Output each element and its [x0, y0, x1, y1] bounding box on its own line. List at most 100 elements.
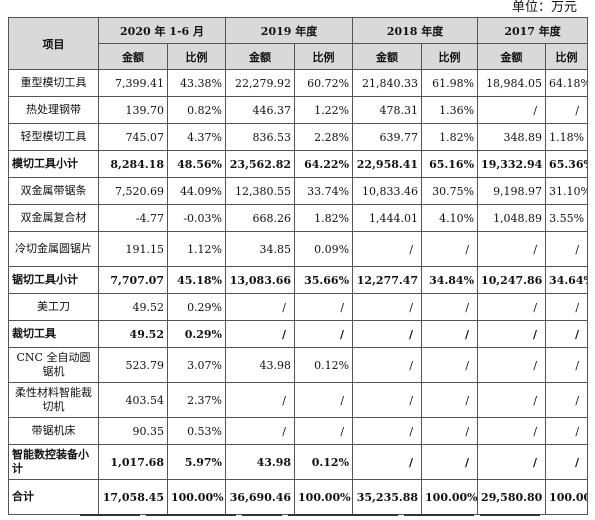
- ratio-cell: 65.16%: [421, 150, 479, 178]
- table-row-subtotal: 合计 17,058.45 100.00% 36,690.46 100.00% 35,235…: [8, 479, 589, 515]
- ratio-cell: /: [545, 231, 589, 267]
- ratio-cell: /: [545, 347, 589, 383]
- header-item: 项目: [8, 17, 99, 70]
- ratio-cell: 100.00%: [166, 479, 227, 515]
- ratio-cell: /: [421, 320, 479, 348]
- amount-cell: /: [352, 444, 423, 480]
- ratio-cell: 4.10%: [421, 204, 479, 232]
- amount-cell: 43.98: [225, 444, 296, 480]
- ratio-cell: /: [545, 382, 589, 418]
- header-amount: 金额: [98, 43, 168, 70]
- ratio-cell: /: [294, 293, 354, 321]
- amount-cell: 8,284.18: [98, 150, 168, 178]
- amount-cell: 745.07: [98, 123, 168, 151]
- ratio-cell: 0.82%: [166, 96, 227, 124]
- header-ratio: 比例: [166, 43, 227, 70]
- amount-cell: 639.77: [352, 123, 423, 151]
- cut-off-text-line: [80, 514, 560, 520]
- amount-cell: 191.15: [98, 231, 168, 267]
- ratio-cell: /: [421, 444, 479, 480]
- table-row: 冷切金属圆锯片 191.15 1.12% 34.85 0.09% / / / /: [8, 231, 589, 267]
- ratio-cell: 5.97%: [166, 444, 227, 480]
- row-name: 裁切工具: [8, 320, 99, 348]
- row-name: 智能数控装备小计: [8, 444, 99, 480]
- ratio-cell: 0.12%: [294, 347, 354, 383]
- ratio-cell: 100.00%: [545, 479, 589, 515]
- amount-cell: /: [225, 417, 296, 445]
- amount-cell: /: [477, 347, 547, 383]
- ratio-cell: 2.37%: [166, 382, 227, 418]
- amount-cell: /: [225, 320, 296, 348]
- amount-cell: 43.98: [225, 347, 296, 383]
- amount-cell: 1,048.89: [477, 204, 547, 232]
- ratio-cell: /: [421, 231, 479, 267]
- ratio-cell: 65.36%: [545, 150, 589, 178]
- amount-cell: 21,840.33: [352, 69, 423, 97]
- amount-cell: 1,444.01: [352, 204, 423, 232]
- amount-cell: 403.54: [98, 382, 168, 418]
- ratio-cell: 64.18%: [545, 69, 589, 97]
- table-row-subtotal: 模切工具小计 8,284.18 48.56% 23,562.82 64.22% 22,95…: [8, 150, 589, 178]
- table-row: 双金属复合材 -4.77 -0.03% 668.26 1.82% 1,444.01 4.10…: [8, 204, 589, 232]
- ratio-cell: /: [545, 444, 589, 480]
- table-row: 重型模切工具 7,399.41 43.38% 22,279.92 60.72% 21,84…: [8, 69, 589, 97]
- ratio-cell: /: [545, 96, 589, 124]
- ratio-cell: 100.00%: [421, 479, 479, 515]
- amount-cell: 49.52: [98, 293, 168, 321]
- ratio-cell: 34.64%: [545, 266, 589, 294]
- table-row: 带锯机床 90.35 0.53% / / / / / /: [8, 417, 589, 445]
- ratio-cell: 33.74%: [294, 177, 354, 205]
- amount-cell: 668.26: [225, 204, 296, 232]
- row-name: 美工刀: [8, 293, 99, 321]
- amount-cell: 13,083.66: [225, 266, 296, 294]
- amount-cell: 12,380.55: [225, 177, 296, 205]
- table-row-subtotal: 锯切工具小计 7,707.07 45.18% 13,083.66 35.66% 12,27…: [8, 266, 589, 294]
- amount-cell: 7,520.69: [98, 177, 168, 205]
- header-ratio: 比例: [421, 43, 479, 70]
- amount-cell: 478.31: [352, 96, 423, 124]
- ratio-cell: 45.18%: [166, 266, 227, 294]
- row-name: 锯切工具小计: [8, 266, 99, 294]
- header-period: 2020 年 1-6 月: [97, 17, 227, 44]
- header-amount: 金额: [225, 43, 296, 70]
- amount-cell: 836.53: [225, 123, 296, 151]
- amount-cell: 10,833.46: [352, 177, 423, 205]
- row-name: 带锯机床: [8, 417, 99, 445]
- row-name: 轻型模切工具: [8, 123, 99, 151]
- table-row: 轻型模切工具 745.07 4.37% 836.53 2.28% 639.77 1.82% 3…: [8, 123, 589, 151]
- amount-cell: /: [352, 293, 423, 321]
- amount-cell: 49.52: [98, 320, 168, 348]
- header-ratio: 比例: [545, 43, 589, 70]
- amount-cell: 90.35: [98, 417, 168, 445]
- ratio-cell: 3.07%: [166, 347, 227, 383]
- amount-cell: 1,017.68: [98, 444, 168, 480]
- ratio-cell: 1.82%: [294, 204, 354, 232]
- amount-cell: 23,562.82: [225, 150, 296, 178]
- amount-cell: 19,332.94: [477, 150, 547, 178]
- ratio-cell: 1.82%: [421, 123, 479, 151]
- amount-cell: 18,984.05: [477, 69, 547, 97]
- ratio-cell: /: [421, 347, 479, 383]
- ratio-cell: 44.09%: [166, 177, 227, 205]
- header-amount: 金额: [477, 43, 547, 70]
- table-row: 双金属带锯条 7,520.69 44.09% 12,380.55 33.74% 10,83…: [8, 177, 589, 205]
- amount-cell: 9,198.97: [477, 177, 547, 205]
- ratio-cell: 3.55%: [545, 204, 589, 232]
- amount-cell: 10,247.86: [477, 266, 547, 294]
- amount-cell: 139.70: [98, 96, 168, 124]
- row-name: 柔性材料智能裁切机: [8, 382, 99, 418]
- ratio-cell: -0.03%: [166, 204, 227, 232]
- amount-cell: 12,277.47: [352, 266, 423, 294]
- amount-cell: 29,580.80: [477, 479, 547, 515]
- ratio-cell: /: [421, 417, 479, 445]
- ratio-cell: 43.38%: [166, 69, 227, 97]
- amount-cell: /: [352, 320, 423, 348]
- revenue-table: 项目 2020 年 1-6 月 2019 年度 2018 年度 2017 年度 …: [8, 17, 589, 515]
- amount-cell: /: [352, 347, 423, 383]
- ratio-cell: 1.18%: [545, 123, 589, 151]
- ratio-cell: 34.84%: [421, 266, 479, 294]
- row-name: 模切工具小计: [8, 150, 99, 178]
- ratio-cell: 60.72%: [294, 69, 354, 97]
- unit-label: 单位：万元: [511, 0, 577, 15]
- row-name: 双金属复合材: [8, 204, 99, 232]
